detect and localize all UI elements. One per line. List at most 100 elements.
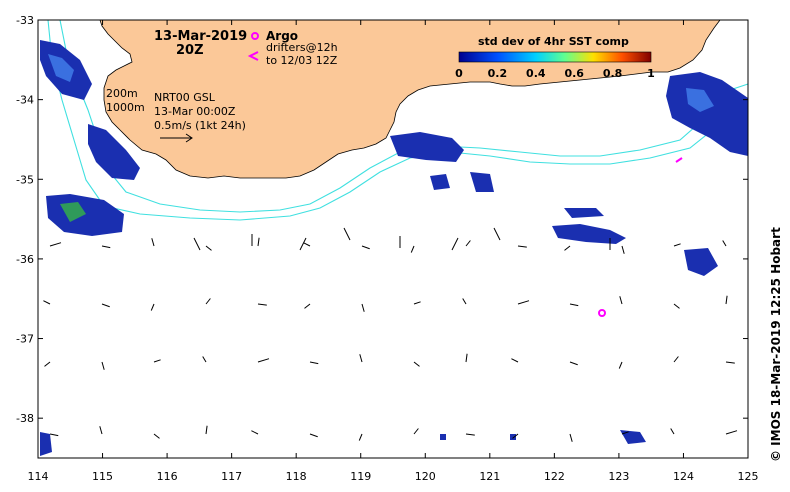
current-vector (257, 303, 267, 306)
current-vector (205, 245, 212, 251)
contour-label-200m: 200m (106, 87, 138, 100)
x-tick-label: 114 (28, 470, 49, 483)
current-vector (193, 237, 201, 251)
current-vector (619, 296, 623, 305)
drifter-legend-icon (247, 51, 259, 61)
legend-drifters-line2: to 12/03 12Z (266, 54, 338, 67)
isobath-1000m (47, 19, 749, 221)
current-vector (257, 237, 260, 247)
y-tick-label: -36 (16, 253, 34, 266)
y-tick-label: -37 (16, 333, 34, 346)
legend-drifters-line1: drifters@12h (266, 41, 338, 54)
map-frame (37, 19, 749, 459)
colorbar-tick-label: 0 (455, 67, 463, 80)
colorbar-tick-label: 0.4 (526, 67, 546, 80)
current-vector (564, 245, 571, 251)
colorbar-tick-label: 0.2 (488, 67, 508, 80)
vector-scale-arrow (160, 133, 193, 143)
current-vector (517, 300, 530, 305)
current-vector (465, 353, 468, 363)
current-vector (151, 238, 155, 247)
current-vector (49, 433, 59, 437)
drifter-track (675, 157, 683, 163)
current-vector (304, 303, 311, 309)
current-vector (511, 358, 519, 363)
current-vector (202, 356, 207, 363)
product-time: 13-Mar 00:00Z (154, 105, 236, 118)
x-tick-label: 117 (221, 470, 242, 483)
colorbar-tick-label: 0.8 (603, 67, 623, 80)
current-vector (465, 433, 475, 436)
current-vector (725, 295, 728, 305)
current-vector (343, 227, 351, 241)
current-vector (303, 242, 311, 247)
current-vector (309, 361, 319, 365)
y-tick-label: -38 (16, 412, 34, 425)
current-vector (44, 361, 51, 367)
current-vector (101, 303, 110, 308)
y-tick-label: -35 (16, 173, 34, 186)
credit-line: © IMOS 18-Mar-2019 12:25 Hobart (769, 227, 783, 462)
x-tick-label: 116 (157, 470, 178, 483)
current-vector (462, 298, 467, 305)
x-tick-label: 118 (286, 470, 307, 483)
current-vector (359, 354, 363, 363)
current-vector (49, 242, 62, 247)
map-date: 13-Mar-2019 (154, 29, 247, 44)
current-vector (205, 425, 208, 435)
current-vector (361, 245, 370, 250)
map-time: 20Z (176, 43, 204, 58)
current-vector (725, 361, 735, 364)
current-vector (413, 301, 421, 305)
current-vector (670, 428, 675, 435)
x-tick-label: 123 (608, 470, 629, 483)
current-vector (410, 245, 415, 253)
colorbar-tick-label: 0.6 (564, 67, 584, 80)
x-tick-label: 125 (738, 470, 759, 483)
current-vector (413, 428, 419, 435)
current-vector (153, 433, 160, 439)
y-axis: -33 -34 -35 -36 -37 -38 (16, 14, 748, 425)
colorbar-tick-label: 1 (647, 67, 655, 80)
current-vector (621, 431, 629, 435)
legend-argo: Argo (266, 29, 298, 43)
current-vector (618, 361, 623, 369)
x-tick-label: 115 (92, 470, 113, 483)
contour-label-1000m: 1000m (106, 101, 145, 114)
current-vectors (43, 227, 738, 442)
x-tick-label: 122 (544, 470, 565, 483)
x-tick-label: 119 (350, 470, 371, 483)
current-vector (358, 433, 363, 441)
product-name: NRT00 GSL (154, 91, 216, 104)
current-vector (493, 227, 501, 241)
x-axis: 114 115 116 117 118 119 120 121 122 123 124 125 (28, 20, 759, 483)
current-vector (517, 245, 527, 248)
current-vector (251, 430, 259, 435)
current-vector (257, 358, 270, 363)
y-tick-label: -33 (16, 14, 34, 27)
current-vector (569, 433, 573, 442)
current-vector (101, 361, 105, 370)
current-vector (569, 361, 578, 366)
current-vector (725, 430, 738, 435)
x-tick-label: 124 (673, 470, 694, 483)
current-vector (99, 426, 103, 435)
current-vector (512, 433, 519, 439)
current-vector (43, 300, 51, 305)
argo-legend-icon (251, 32, 259, 40)
current-vector (361, 303, 365, 312)
vector-scale-label: 0.5m/s (1kt 24h) (154, 119, 246, 132)
current-vector (309, 433, 318, 438)
current-vector (465, 240, 471, 247)
current-vector (101, 245, 111, 249)
sst-patches (40, 40, 748, 456)
current-vector (569, 303, 579, 307)
current-vector (150, 303, 155, 311)
current-vector (673, 243, 681, 247)
current-vector (451, 237, 459, 251)
current-vector (673, 356, 679, 363)
colorbar (458, 51, 652, 63)
current-vector (722, 240, 727, 247)
current-vector (299, 237, 307, 251)
